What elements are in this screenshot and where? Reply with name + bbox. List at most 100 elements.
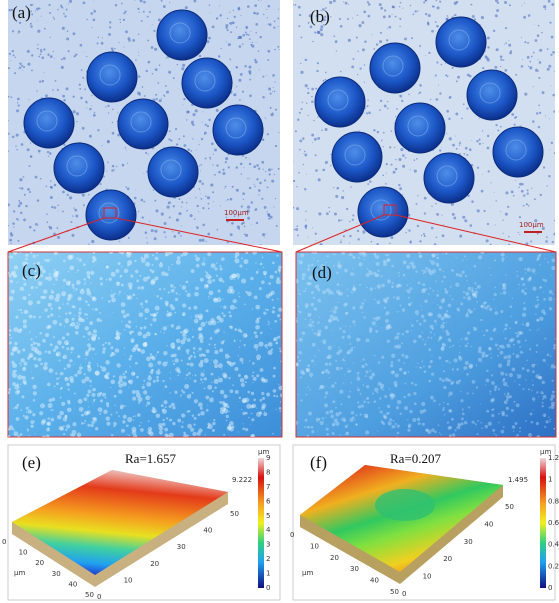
texture (487, 223, 489, 225)
texture (504, 1, 507, 4)
texture (89, 380, 92, 383)
texture (136, 376, 139, 379)
texture (459, 142, 461, 144)
texture (91, 105, 92, 106)
texture (133, 419, 134, 420)
texture (389, 146, 391, 148)
texture (477, 209, 480, 212)
texture (430, 360, 433, 363)
texture (551, 364, 555, 368)
texture (140, 327, 143, 330)
texture (81, 414, 84, 417)
texture (126, 425, 129, 428)
texture (358, 405, 361, 408)
texture (548, 65, 551, 68)
texture (368, 15, 371, 18)
texture (90, 385, 92, 387)
texture (279, 270, 281, 272)
texture (208, 296, 209, 297)
texture (97, 363, 98, 364)
texture (394, 147, 395, 148)
texture (118, 262, 121, 265)
texture (374, 287, 376, 289)
texture (16, 282, 17, 283)
texture (475, 288, 477, 290)
texture (7, 120, 8, 121)
texture (66, 383, 70, 387)
texture (69, 376, 74, 381)
texture (315, 284, 319, 288)
texture (258, 168, 260, 170)
texture (536, 330, 537, 331)
texture (383, 389, 384, 390)
texture (343, 358, 345, 360)
texture (198, 402, 203, 407)
texture (364, 41, 366, 43)
texture (439, 404, 441, 406)
texture (9, 342, 12, 345)
texture (256, 178, 258, 180)
texture (236, 189, 239, 192)
texture (472, 393, 474, 395)
texture (442, 298, 445, 301)
texture (513, 401, 515, 403)
texture (299, 139, 302, 142)
texture (192, 329, 193, 330)
texture (141, 257, 144, 260)
texture (234, 367, 238, 371)
texture (120, 250, 125, 255)
texture (358, 253, 360, 255)
texture (324, 403, 328, 407)
texture (475, 427, 476, 428)
texture (8, 388, 11, 391)
texture (94, 334, 97, 337)
texture (163, 94, 165, 96)
texture (442, 215, 443, 216)
texture (140, 302, 143, 305)
texture (102, 37, 103, 38)
texture (193, 424, 195, 426)
texture (98, 407, 103, 412)
texture (151, 270, 154, 273)
texture (332, 432, 335, 435)
texture (20, 287, 24, 291)
texture (272, 91, 273, 92)
texture (351, 347, 353, 349)
texture (474, 265, 477, 268)
texture (46, 185, 48, 187)
texture (452, 368, 454, 370)
texture (241, 205, 243, 207)
texture (540, 352, 541, 353)
texture (77, 269, 79, 271)
texture (61, 58, 63, 60)
texture (8, 150, 9, 151)
texture (210, 337, 213, 340)
texture (482, 174, 483, 175)
texture (435, 280, 437, 282)
texture (95, 308, 98, 311)
texture (449, 362, 451, 364)
texture (314, 355, 316, 357)
texture (210, 158, 211, 159)
texture (257, 269, 258, 270)
texture (61, 291, 66, 296)
texture (431, 30, 434, 33)
texture (52, 409, 54, 411)
texture (367, 183, 369, 185)
texture (204, 132, 207, 135)
texture (54, 184, 57, 187)
texture (514, 124, 516, 126)
texture (434, 320, 437, 323)
texture (489, 354, 490, 355)
texture (73, 364, 74, 365)
texture (120, 404, 124, 408)
texture (13, 210, 15, 212)
texture (59, 374, 60, 375)
texture (135, 59, 137, 61)
texture (469, 224, 472, 227)
texture (261, 161, 264, 164)
texture (10, 96, 12, 98)
texture (18, 240, 20, 242)
texture (66, 333, 69, 336)
texture (88, 347, 92, 351)
